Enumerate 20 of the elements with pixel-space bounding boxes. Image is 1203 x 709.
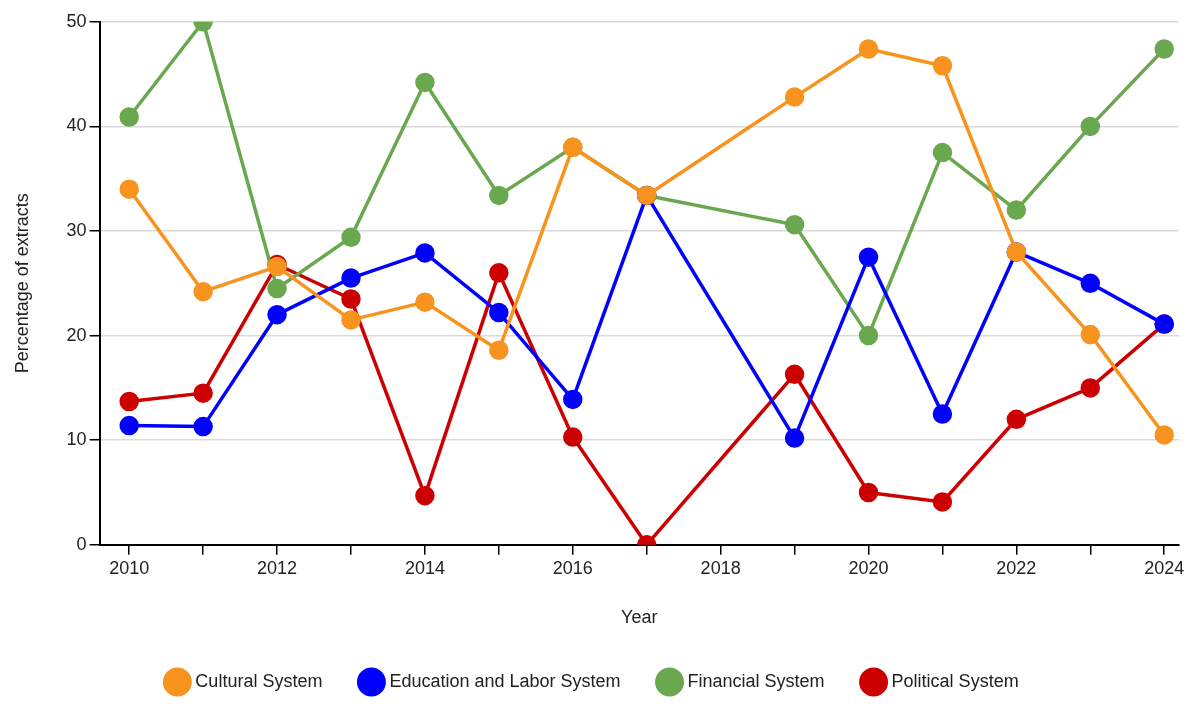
legend-label: Education and Labor System <box>389 670 621 691</box>
y-tick-label: 40 <box>66 115 87 136</box>
x-tick-label: 2024 <box>1144 557 1185 578</box>
y-tick-label: 0 <box>76 533 87 554</box>
x-tick-label: 2016 <box>552 557 593 578</box>
legend-label: Political System <box>891 670 1019 691</box>
legend-label: Cultural System <box>195 670 323 691</box>
y-tick-label: 20 <box>66 324 87 345</box>
x-tick-label: 2022 <box>996 557 1037 578</box>
y-tick-label: 30 <box>66 219 87 240</box>
y-tick-label: 10 <box>66 429 87 450</box>
x-tick-label: 2010 <box>109 557 150 578</box>
x-tick-label: 2014 <box>404 557 445 578</box>
x-axis-title: Year <box>621 607 658 628</box>
x-tick-label: 2018 <box>700 557 741 578</box>
y-axis-title: Percentage of extracts <box>11 193 32 374</box>
x-tick-label: 2012 <box>257 557 298 578</box>
y-tick-label: 50 <box>66 10 87 31</box>
x-tick-label: 2020 <box>848 557 889 578</box>
legend-label: Financial System <box>687 670 825 691</box>
